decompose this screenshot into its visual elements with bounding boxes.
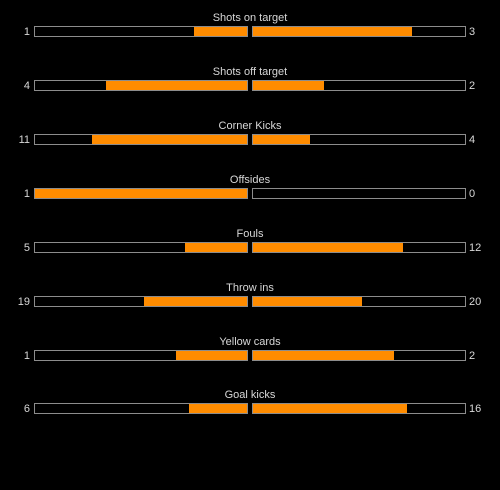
away-value: 2	[469, 350, 476, 362]
away-bar	[252, 134, 466, 145]
stat-row: Offsides 1 0	[0, 174, 500, 210]
stat-title: Fouls	[236, 228, 264, 240]
stat-title: Yellow cards	[219, 336, 281, 348]
away-bar-fill	[253, 27, 412, 36]
away-value: 12	[469, 242, 482, 254]
away-bar-fill	[253, 351, 395, 360]
home-bar	[34, 350, 248, 361]
away-value: 3	[469, 26, 476, 38]
home-bar-fill	[194, 27, 247, 36]
away-value: 4	[469, 134, 476, 146]
home-bar	[34, 80, 248, 91]
away-bar	[252, 296, 466, 307]
home-bar-fill	[184, 243, 247, 252]
home-bar	[34, 188, 248, 199]
away-bar	[252, 188, 466, 199]
home-bar	[34, 26, 248, 37]
home-value: 5	[23, 242, 30, 254]
away-bar-fill	[253, 297, 362, 306]
home-bar-fill	[35, 189, 247, 198]
stat-row: Goal kicks 6 16	[0, 389, 500, 425]
stat-row: Fouls 5 12	[0, 228, 500, 264]
stat-title: Goal kicks	[224, 389, 276, 401]
stat-title: Corner Kicks	[218, 120, 282, 132]
home-bar	[34, 242, 248, 253]
home-bar-fill	[189, 404, 247, 413]
away-bar	[252, 350, 466, 361]
home-bar	[34, 403, 248, 414]
home-value: 6	[23, 403, 30, 415]
stat-title: Throw ins	[226, 282, 274, 294]
away-bar-fill	[253, 135, 310, 144]
away-value: 16	[469, 403, 482, 415]
away-bar-fill	[253, 243, 403, 252]
home-bar-fill	[105, 81, 247, 90]
away-value: 0	[469, 188, 476, 200]
stat-title: Shots off target	[212, 66, 288, 78]
home-bar	[34, 134, 248, 145]
home-bar	[34, 296, 248, 307]
away-bar	[252, 80, 466, 91]
stat-row: Yellow cards 1 2	[0, 336, 500, 372]
home-value: 1	[23, 26, 30, 38]
away-bar	[252, 242, 466, 253]
home-bar-fill	[91, 135, 247, 144]
stat-row: Shots off target 4 2	[0, 66, 500, 102]
home-value: 11	[18, 134, 30, 146]
away-bar	[252, 403, 466, 414]
stat-row: Shots on target 1 3	[0, 12, 500, 48]
stat-row: Throw ins 19 20	[0, 282, 500, 318]
home-bar-fill	[176, 351, 247, 360]
home-value: 1	[23, 350, 30, 362]
away-bar-fill	[253, 81, 324, 90]
home-value: 1	[23, 188, 30, 200]
stat-title: Offsides	[229, 174, 271, 186]
away-bar	[252, 26, 466, 37]
away-value: 20	[469, 296, 482, 308]
home-value: 4	[23, 80, 30, 92]
home-bar-fill	[143, 297, 247, 306]
stat-row: Corner Kicks 11 4	[0, 120, 500, 156]
away-value: 2	[469, 80, 476, 92]
away-bar-fill	[253, 404, 408, 413]
home-value: 19	[17, 296, 30, 308]
stat-title: Shots on target	[212, 12, 288, 24]
